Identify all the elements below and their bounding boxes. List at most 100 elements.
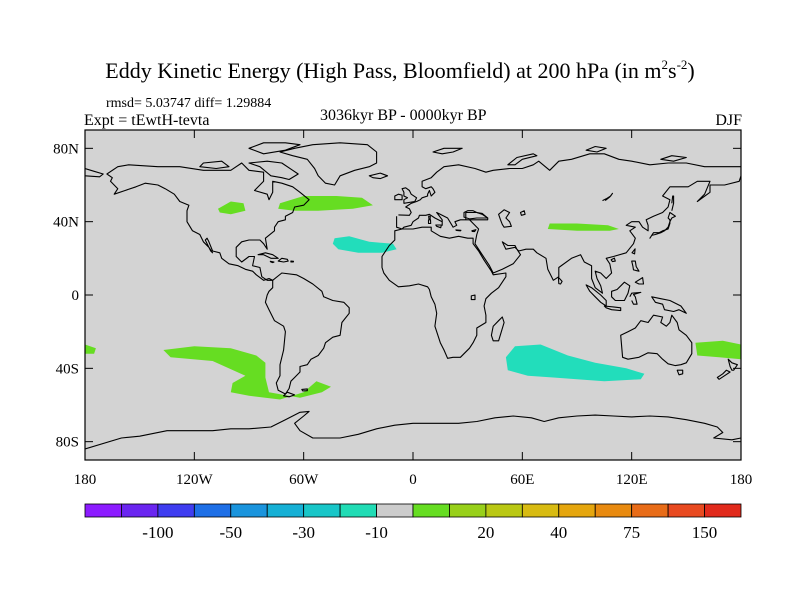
severnaya-zemlya-coastline	[585, 145, 607, 153]
caspian-sea-coastline	[498, 209, 512, 228]
iceland-coastline	[368, 172, 389, 180]
luzon-coastline	[631, 260, 640, 272]
new-zealand-north-coastline	[727, 358, 738, 371]
ellesmere-island-coastline	[248, 142, 301, 155]
colorbar-label: -100	[142, 523, 173, 542]
colorbar-swatch	[266, 503, 305, 518]
lat-tick-label: 40S	[56, 361, 79, 377]
java-coastline	[603, 305, 622, 312]
colorbar-label: -10	[365, 523, 388, 542]
colorbar-swatch	[631, 503, 669, 518]
lon-tick-label: 0	[409, 472, 417, 488]
experiment-label: Expt = tEwtH-tevta	[84, 112, 210, 129]
colorbar-swatch	[594, 503, 633, 518]
south-pacific-positive-region	[163, 346, 331, 400]
colorbar-swatch	[376, 503, 414, 518]
colorbar-swatch	[84, 503, 122, 518]
colorbar-swatch	[667, 503, 705, 518]
antarctica-coastline	[85, 410, 741, 450]
north-america-positive-region	[218, 201, 246, 215]
season-label: DJF	[715, 112, 742, 129]
baffin-island-coastline	[248, 160, 299, 181]
crete-coastline	[455, 229, 462, 232]
colorbar-swatch	[193, 503, 232, 518]
colorbar-swatch	[521, 503, 560, 518]
sakhalin-coastline	[671, 195, 675, 211]
colorbar-label: 20	[477, 523, 494, 542]
lake-baikal-coastline	[602, 192, 614, 202]
tierra-del-fuego-coastline	[283, 391, 296, 398]
britain-coastline	[401, 187, 418, 204]
lat-tick-label: 80S	[56, 435, 79, 451]
lon-tick-label: 180	[74, 472, 97, 488]
axis-ticks: 80N 40N 0 40S 80S 180 120W 60W 0 60E 120E 180	[53, 130, 752, 488]
colorbar-swatch	[449, 503, 487, 518]
colorbar-swatch	[412, 503, 450, 518]
colorbar-swatch	[303, 503, 341, 518]
lat-tick-label: 80N	[53, 141, 79, 157]
tasmania-coastline	[676, 369, 684, 376]
coastlines	[85, 142, 741, 450]
hispaniola-coastline	[277, 257, 289, 263]
colorbar-swatch	[485, 503, 523, 518]
greenland-coastline	[279, 142, 378, 186]
sri-lanka-coastline	[557, 276, 563, 285]
map-ocean-background	[85, 130, 741, 460]
black-sea-coastline	[463, 210, 489, 220]
colorbar-swatch	[157, 503, 195, 518]
taiwan-coastline	[631, 248, 636, 255]
lon-tick-label: 60E	[510, 472, 534, 488]
australia-coastline	[620, 314, 693, 367]
lat-tick-label: 0	[72, 288, 80, 304]
lat-tick-label: 40N	[53, 215, 79, 231]
period-label: 3036kyr BP - 0000kyr BP	[320, 107, 487, 124]
colorbar-label: 40	[550, 523, 567, 542]
colorbar-swatch	[230, 503, 268, 518]
lon-tick-label: 180	[730, 472, 753, 488]
eurasia-africa-coastline	[381, 153, 741, 359]
lon-tick-label: 60W	[289, 472, 319, 488]
colorbar-label: -30	[292, 523, 315, 542]
colorbar-label: -50	[219, 523, 242, 542]
new-zealand-south-coastline	[716, 369, 731, 380]
lon-tick-label: 120W	[176, 472, 214, 488]
tasman-positive-region	[695, 340, 741, 360]
colorbar-swatch	[704, 503, 742, 518]
cuba-coastline	[257, 252, 279, 259]
west-edge-positive-region	[85, 344, 96, 354]
subtropical-atlantic-negative-region	[332, 236, 397, 253]
lon-tick-label: 120E	[616, 472, 648, 488]
corsica-coastline	[428, 215, 431, 220]
map-title: Eddy Kinetic Energy (High Pass, Bloomfie…	[105, 57, 695, 83]
victoria-island-coastline	[199, 160, 230, 170]
svalbard-coastline	[432, 147, 463, 155]
east-siberia-wrap-coastline	[85, 167, 104, 178]
madagascar-coastline	[490, 316, 505, 342]
colorbar-label: 75	[623, 523, 640, 542]
borneo-coastline	[611, 281, 631, 302]
japan-coastline	[649, 211, 676, 239]
falklands-coastline	[301, 388, 308, 392]
sulawesi-coastline	[629, 291, 642, 305]
colorbar: -100 -50 -30 -10 20 40 75 150	[84, 503, 742, 542]
hainan-coastline	[610, 257, 616, 263]
anomaly-regions	[85, 196, 741, 400]
north-atlantic-positive-region	[278, 196, 373, 211]
cyprus-coastline	[471, 229, 477, 233]
colorbar-label: 150	[692, 523, 718, 542]
puerto-rico-coastline	[290, 260, 295, 263]
novaya-zemlya-coastline	[507, 153, 538, 166]
colorbar-swatch	[339, 503, 377, 518]
new-guinea-coastline	[651, 296, 687, 314]
south-america-coastline	[264, 272, 350, 395]
sardinia-coastline	[427, 219, 432, 225]
asia-positive-region	[547, 223, 619, 231]
new-siberian-islands-coastline	[660, 155, 687, 162]
sicily-coastline	[435, 224, 442, 229]
north-america-coastline	[106, 162, 310, 281]
mindanao-coastline	[634, 277, 645, 285]
jamaica-coastline	[269, 260, 275, 264]
colorbar-swatch	[121, 503, 159, 518]
lake-victoria-coastline	[470, 294, 476, 301]
